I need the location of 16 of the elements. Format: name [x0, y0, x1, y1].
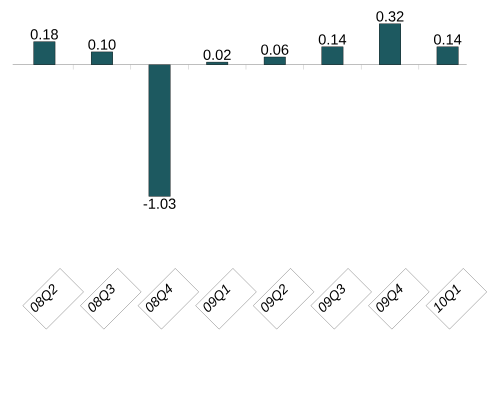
- data-label: 0.18: [30, 28, 58, 40]
- bar: [91, 51, 113, 65]
- bar: [436, 46, 459, 65]
- data-label: 0.14: [318, 34, 346, 44]
- data-label: 0.14: [434, 34, 462, 44]
- bar: [264, 56, 286, 65]
- bar: [321, 46, 344, 65]
- data-label: -1.03: [144, 198, 176, 209]
- data-label: 0.10: [88, 39, 116, 50]
- data-label: 0.06: [261, 44, 288, 55]
- bar: [206, 62, 228, 65]
- bar: [33, 41, 56, 65]
- bar: [379, 23, 401, 65]
- data-label: 0.02: [204, 49, 231, 60]
- bar: [148, 64, 171, 196]
- data-label: 0.32: [376, 11, 404, 22]
